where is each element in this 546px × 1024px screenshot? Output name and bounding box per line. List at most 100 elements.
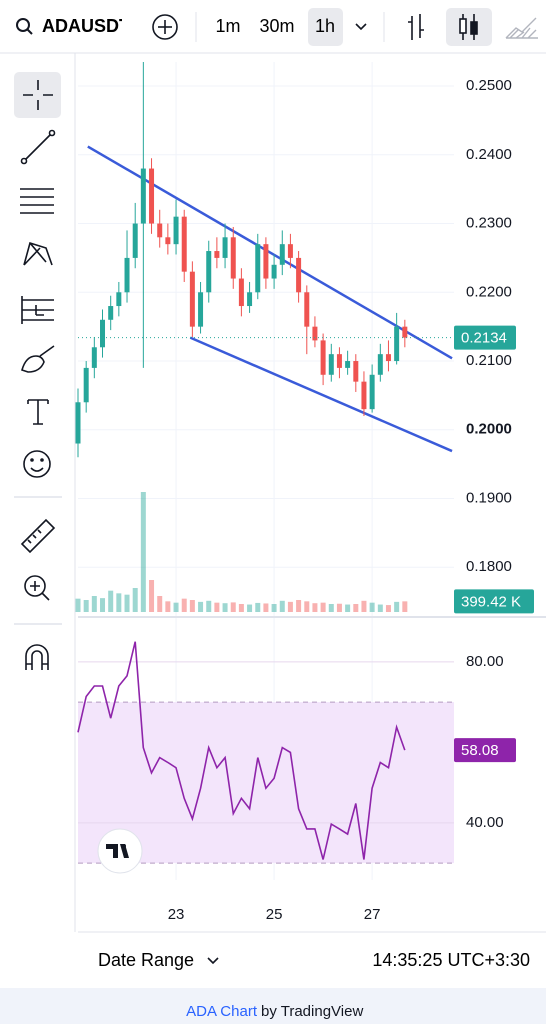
candle-body xyxy=(336,354,342,368)
y-tick-label: 0.2100 xyxy=(466,352,512,369)
volume-bar xyxy=(238,604,244,612)
date-range[interactable]: Date Range xyxy=(98,950,194,970)
interval[interactable]: 1m xyxy=(215,16,240,36)
volume-bar xyxy=(377,604,383,612)
plot-area: 23 25 27 0.1800 0.1900 0.2000 0.2100 0.2200 0.23… xyxy=(75,62,534,923)
volume-bar xyxy=(328,604,334,612)
volume-bar xyxy=(214,602,220,612)
candle-body xyxy=(173,216,179,245)
candle-body xyxy=(198,292,204,327)
ruler-tool[interactable] xyxy=(20,518,56,554)
fib-tool[interactable] xyxy=(20,188,54,214)
volume-bar xyxy=(132,588,138,612)
trendline xyxy=(189,336,453,453)
interval[interactable]: 30m xyxy=(259,16,294,36)
candle-body xyxy=(124,257,130,293)
candle-body xyxy=(353,361,359,382)
volume-bar xyxy=(140,492,146,612)
magnet-tool[interactable] xyxy=(25,644,49,670)
volume-bar xyxy=(345,604,351,612)
volume-bar xyxy=(116,593,122,612)
volume-bar xyxy=(296,600,302,612)
crosshair-tool[interactable] xyxy=(23,80,53,110)
volume-bar xyxy=(247,604,253,612)
rsi-label-bg xyxy=(454,738,516,763)
volume-bar xyxy=(91,596,97,612)
volume-bar xyxy=(222,603,228,612)
rsi-line xyxy=(77,641,406,860)
candle-body xyxy=(214,251,220,258)
x-tick-label: 27 xyxy=(364,906,381,923)
candle-body xyxy=(312,326,318,341)
candle-body xyxy=(116,292,122,307)
candle-body xyxy=(100,319,106,348)
bars-icon[interactable] xyxy=(408,14,424,40)
candle-body xyxy=(271,264,277,279)
volume-bar xyxy=(181,598,187,612)
volume-bar xyxy=(385,605,391,612)
candles-icon[interactable] xyxy=(459,14,478,40)
prediction-tool[interactable] xyxy=(21,296,54,324)
candle-body xyxy=(369,374,375,410)
candle-body xyxy=(75,402,81,444)
volume-bar xyxy=(312,603,318,612)
candle-body xyxy=(361,381,367,410)
emoji-tool[interactable] xyxy=(23,450,51,478)
y-tick-label: 40.00 xyxy=(466,814,504,831)
candle-body xyxy=(320,340,326,375)
candle-body xyxy=(181,216,187,272)
volume-bar xyxy=(198,601,204,612)
text-tool[interactable] xyxy=(27,399,49,425)
x-tick-label: 23 xyxy=(168,906,185,923)
clock: 14:35:25 UTC+3:30 xyxy=(372,950,530,970)
volume-bar xyxy=(279,600,285,612)
y-tick-label: 80.00 xyxy=(466,653,504,670)
volume-bar xyxy=(165,601,171,612)
candle-body xyxy=(296,257,302,293)
volume-bar xyxy=(320,602,326,612)
candle-body xyxy=(157,223,163,238)
candle-body xyxy=(394,326,400,362)
brush-tool[interactable] xyxy=(21,345,55,373)
candle-body xyxy=(377,354,383,375)
trendline xyxy=(87,145,453,360)
candle-body xyxy=(206,251,212,293)
y-tick-label: 0.2400 xyxy=(466,146,512,163)
volume-bar xyxy=(271,604,277,612)
candle-body xyxy=(402,326,408,338)
candle-body xyxy=(247,292,253,307)
pattern-tool[interactable] xyxy=(23,241,53,266)
area-icon[interactable] xyxy=(505,17,538,39)
volume-bar xyxy=(189,600,195,612)
zoom-tool[interactable] xyxy=(24,575,46,597)
candle-body xyxy=(165,237,171,245)
candle-body xyxy=(238,278,244,307)
volume-bar xyxy=(255,602,261,612)
y-tick-label: 0.2300 xyxy=(466,215,512,232)
add-symbol-icon[interactable] xyxy=(152,14,178,40)
symbol[interactable]: ADAUSDT xyxy=(42,16,130,36)
tradingview-logo[interactable] xyxy=(97,828,143,874)
volume-bar xyxy=(75,598,81,612)
candle-body xyxy=(91,347,97,368)
tool-selected-bg xyxy=(14,72,61,118)
volume-bar xyxy=(149,580,155,612)
date-range-dropdown[interactable] xyxy=(207,957,219,965)
candle-body xyxy=(345,361,351,368)
search-icon[interactable] xyxy=(16,18,33,35)
interval-dropdown[interactable] xyxy=(355,23,367,31)
volume-bar xyxy=(100,598,106,612)
last-price-label: 0.2134 xyxy=(461,330,507,347)
interval-selected-bg xyxy=(308,8,343,46)
candle-body xyxy=(255,244,261,293)
attribution-link[interactable]: ADA Chart xyxy=(186,1003,258,1020)
interval[interactable]: 1h xyxy=(315,16,335,36)
attribution-bar xyxy=(0,988,546,1024)
candle-body xyxy=(222,237,228,258)
trendline-tool[interactable] xyxy=(24,133,52,161)
volume-bar xyxy=(108,590,114,612)
volume-bar xyxy=(124,594,130,612)
candle-body xyxy=(287,244,293,258)
